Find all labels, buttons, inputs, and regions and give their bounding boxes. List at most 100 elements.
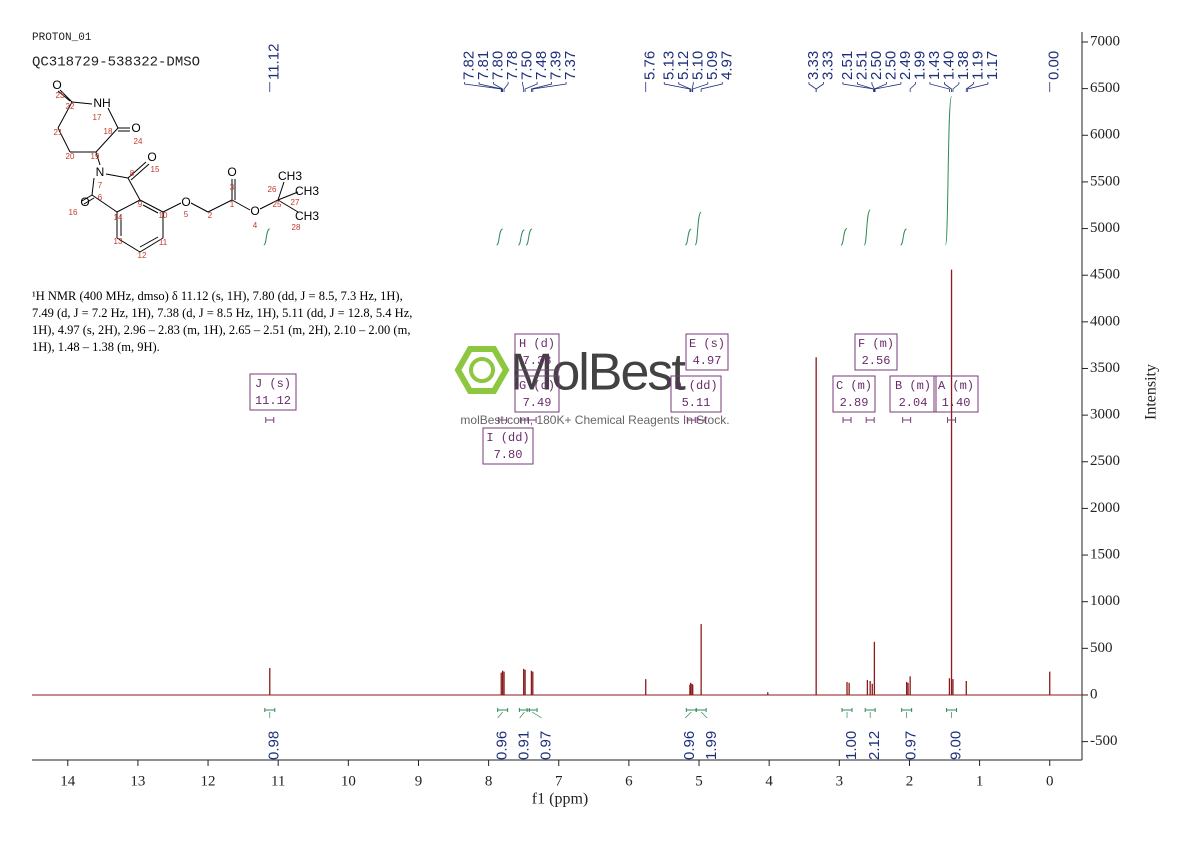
bond [277, 191, 299, 201]
multiplet-shift: 1.40 [942, 396, 971, 410]
multiplet-box [482, 427, 534, 465]
y-tick-label: 4000 [1090, 313, 1120, 329]
integral-bracket [946, 708, 958, 712]
bond [95, 127, 119, 153]
x-tick-label: 3 [836, 773, 844, 789]
x-tick-label: 5 [695, 773, 703, 789]
peak-leader [856, 82, 875, 92]
atom-label: O [80, 195, 89, 209]
multiplet-shift: 4.97 [693, 354, 722, 368]
bond [83, 197, 95, 205]
atom-number: 4 [253, 221, 258, 230]
atom-number: 16 [69, 208, 78, 217]
peak-label: 5.09 [704, 51, 721, 80]
integral-label: 0.96 [494, 731, 511, 760]
atom-number: 14 [114, 213, 123, 222]
y-tick-label: 1000 [1090, 593, 1120, 609]
y-tick-label: 5500 [1090, 173, 1120, 189]
x-tick-label: 0 [1046, 773, 1054, 789]
atom-number: 28 [292, 223, 301, 232]
x-tick-label: 14 [60, 773, 76, 789]
integral-label: 9.00 [948, 731, 965, 760]
bond [139, 236, 159, 248]
integral-curve [945, 96, 953, 246]
peak-label: 11.12 [266, 44, 283, 80]
multiplet-name: F (m) [858, 337, 894, 351]
peak-leader [873, 82, 887, 92]
multiplet-range [947, 417, 957, 423]
integral-label: 1.00 [843, 731, 860, 760]
integral-curve [685, 228, 692, 246]
multiplet-range [842, 417, 852, 423]
y-tick-label: 6000 [1090, 127, 1120, 143]
bond [231, 199, 251, 211]
atom-number: 2 [208, 211, 213, 220]
peak-leader [493, 82, 504, 92]
atom-number: 12 [138, 251, 147, 260]
atom-label: O [52, 78, 61, 92]
atom-number: 24 [134, 137, 143, 146]
peak-leader [503, 82, 509, 92]
multiplet-name: D (dd) [674, 379, 717, 393]
bond [91, 177, 95, 196]
nmr-description: ¹H NMR (400 MHz, dmso) δ 11.12 (s, 1H), … [32, 289, 413, 354]
atom-number: 23 [56, 91, 65, 100]
x-tick-label: 12 [201, 773, 216, 789]
atom-label: CH3 [295, 184, 319, 198]
bond [139, 199, 164, 213]
atom-label: N [96, 165, 105, 179]
peak-label: 5.12 [675, 51, 692, 80]
multiplet-range [686, 417, 696, 423]
peak-label: 1.38 [955, 51, 972, 80]
bond [57, 101, 73, 129]
multiplet-name: A (m) [938, 379, 974, 393]
bond [130, 163, 150, 181]
peak-label: 2.51 [853, 51, 870, 80]
multiplet-shift: 7.38 [523, 354, 552, 368]
y-tick-label: 5000 [1090, 220, 1120, 236]
peak-label: 2.49 [897, 51, 914, 80]
multiplet-box [514, 375, 560, 413]
peak-leader [478, 82, 503, 92]
peak-leader [692, 82, 709, 92]
peak-leader [952, 82, 960, 92]
bond [59, 89, 73, 103]
multiplet-name: C (m) [836, 379, 872, 393]
bond [116, 237, 141, 253]
multiplet-name: B (m) [895, 379, 931, 393]
multiplet-name: E (s) [689, 337, 725, 351]
peak-leader [842, 82, 875, 92]
peak-leader [808, 82, 817, 92]
atom-label: O [227, 165, 236, 179]
x-tick-label: 6 [625, 773, 633, 789]
peak-label: 4.97 [718, 51, 735, 80]
peak-label: 7.39 [548, 51, 565, 80]
multiplet-shift: 7.80 [494, 448, 523, 462]
integral-label: 0.97 [538, 731, 555, 760]
atom-number: 10 [159, 211, 168, 220]
atom-number: 25 [273, 200, 282, 209]
bond [116, 199, 141, 213]
y-tick-label: -500 [1090, 733, 1118, 749]
atom-number: 3 [230, 183, 235, 192]
integral-curve [840, 228, 848, 246]
bond [142, 204, 159, 214]
bond [71, 101, 93, 105]
atom-number: 5 [184, 210, 189, 219]
peak-leader [874, 82, 902, 92]
peak-leader [663, 82, 691, 92]
multiplet-shift: 2.56 [862, 354, 891, 368]
peak-leader [815, 82, 824, 92]
atom-number: 7 [98, 181, 103, 190]
y-tick-label: 3000 [1090, 407, 1120, 423]
y-tick-label: 1500 [1090, 546, 1120, 562]
multiplet-shift: 2.04 [899, 396, 928, 410]
multiplet-name: G (d) [519, 379, 555, 393]
integral-bracket [901, 708, 913, 712]
y-tick-label: 500 [1090, 640, 1113, 656]
multiplet-box [854, 333, 898, 371]
peak-label: 7.82 [461, 51, 478, 80]
bond [139, 237, 164, 253]
x-tick-label: 4 [765, 773, 773, 789]
